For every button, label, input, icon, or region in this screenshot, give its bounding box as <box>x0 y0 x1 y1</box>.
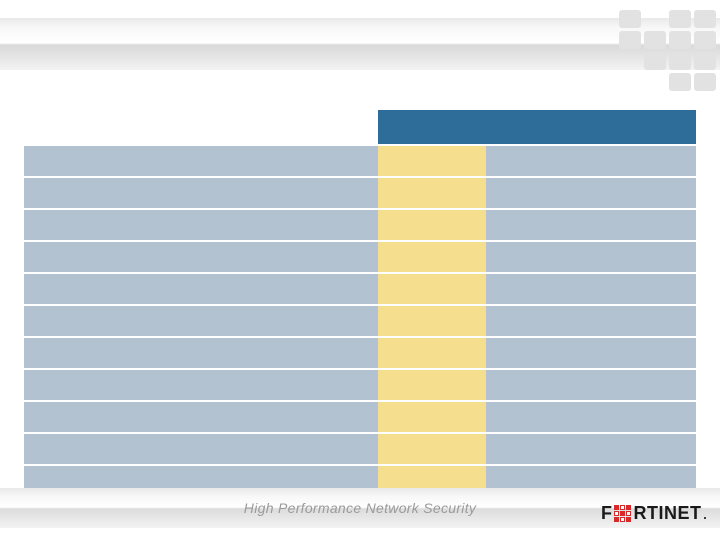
top-glossy-bar <box>0 18 720 70</box>
row-value-cell <box>378 274 486 306</box>
table-header <box>24 110 696 146</box>
row-label-cell <box>24 338 378 370</box>
row-value-cell <box>594 434 696 466</box>
header-cell-2 <box>486 110 594 146</box>
row-value-cell <box>378 210 486 242</box>
row-value-cell <box>594 146 696 178</box>
row-value-cell <box>486 434 594 466</box>
row-value-cell <box>594 338 696 370</box>
logo-left: F <box>601 503 613 524</box>
header-cell-1 <box>378 110 486 146</box>
logo-right: RTINET <box>633 503 701 524</box>
row-value-cell <box>378 306 486 338</box>
row-value-cell <box>378 178 486 210</box>
table-row <box>24 306 696 338</box>
row-value-cell <box>594 178 696 210</box>
row-value-cell <box>486 178 594 210</box>
table-row <box>24 210 696 242</box>
row-value-cell <box>378 370 486 402</box>
table-row <box>24 370 696 402</box>
row-value-cell <box>486 402 594 434</box>
row-value-cell <box>594 242 696 274</box>
row-value-cell <box>486 338 594 370</box>
row-label-cell <box>24 146 378 178</box>
table-row <box>24 434 696 466</box>
logo-text: F RTINET . <box>601 503 708 524</box>
row-value-cell <box>594 402 696 434</box>
table-row <box>24 274 696 306</box>
row-value-cell <box>486 242 594 274</box>
row-value-cell <box>378 434 486 466</box>
header-cell-3 <box>594 110 696 146</box>
slide: High Performance Network Security F RTIN… <box>0 0 720 540</box>
comparison-table <box>24 110 696 498</box>
row-value-cell <box>486 370 594 402</box>
table-row <box>24 242 696 274</box>
row-value-cell <box>378 402 486 434</box>
table-row <box>24 402 696 434</box>
table-row <box>24 178 696 210</box>
fortinet-logo: F RTINET . <box>601 502 708 524</box>
row-value-cell <box>594 306 696 338</box>
row-value-cell <box>378 338 486 370</box>
row-label-cell <box>24 210 378 242</box>
decorative-grid-icon <box>619 10 716 91</box>
row-value-cell <box>594 370 696 402</box>
logo-mark-icon <box>614 505 631 522</box>
row-value-cell <box>486 274 594 306</box>
row-value-cell <box>594 274 696 306</box>
row-label-cell <box>24 178 378 210</box>
row-value-cell <box>486 306 594 338</box>
row-value-cell <box>378 146 486 178</box>
row-label-cell <box>24 434 378 466</box>
header-cell-blank <box>24 110 378 146</box>
row-label-cell <box>24 402 378 434</box>
table-row <box>24 338 696 370</box>
row-label-cell <box>24 274 378 306</box>
row-value-cell <box>486 146 594 178</box>
table-body <box>24 146 696 498</box>
logo-suffix: . <box>702 503 708 524</box>
row-value-cell <box>486 210 594 242</box>
row-label-cell <box>24 370 378 402</box>
row-value-cell <box>594 210 696 242</box>
row-value-cell <box>378 242 486 274</box>
table-row <box>24 146 696 178</box>
row-label-cell <box>24 242 378 274</box>
row-label-cell <box>24 306 378 338</box>
